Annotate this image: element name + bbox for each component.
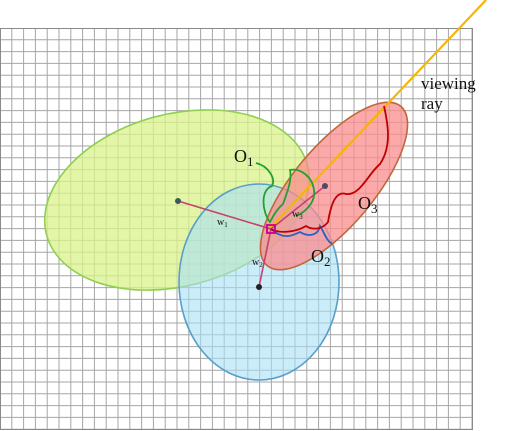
label-w1: w1 (217, 217, 228, 229)
label-o1: O1 (234, 146, 254, 169)
label-o3: O3 (358, 193, 378, 216)
weight-line-w3 (270, 185, 326, 230)
label-o2: O2 (311, 246, 331, 269)
contour-curve-o2 (270, 223, 333, 245)
contour-curve-o1 (255, 162, 315, 224)
grid-border (0, 28, 473, 430)
center-point-o2 (256, 284, 262, 290)
weight-line-w1 (177, 200, 272, 230)
label-w3: w3 (292, 209, 303, 221)
center-point-o3 (322, 183, 328, 189)
ellipse-red (259, 101, 409, 271)
label-w2: w2 (252, 257, 263, 269)
viewing-ray-line (269, 0, 487, 229)
query-point-marker (266, 224, 276, 234)
center-point-o1 (175, 198, 181, 204)
contour-curve-o3 (270, 105, 389, 233)
label-viewing: viewing (421, 74, 476, 93)
weight-line-w2 (258, 228, 272, 288)
label-ray: ray (421, 94, 443, 113)
